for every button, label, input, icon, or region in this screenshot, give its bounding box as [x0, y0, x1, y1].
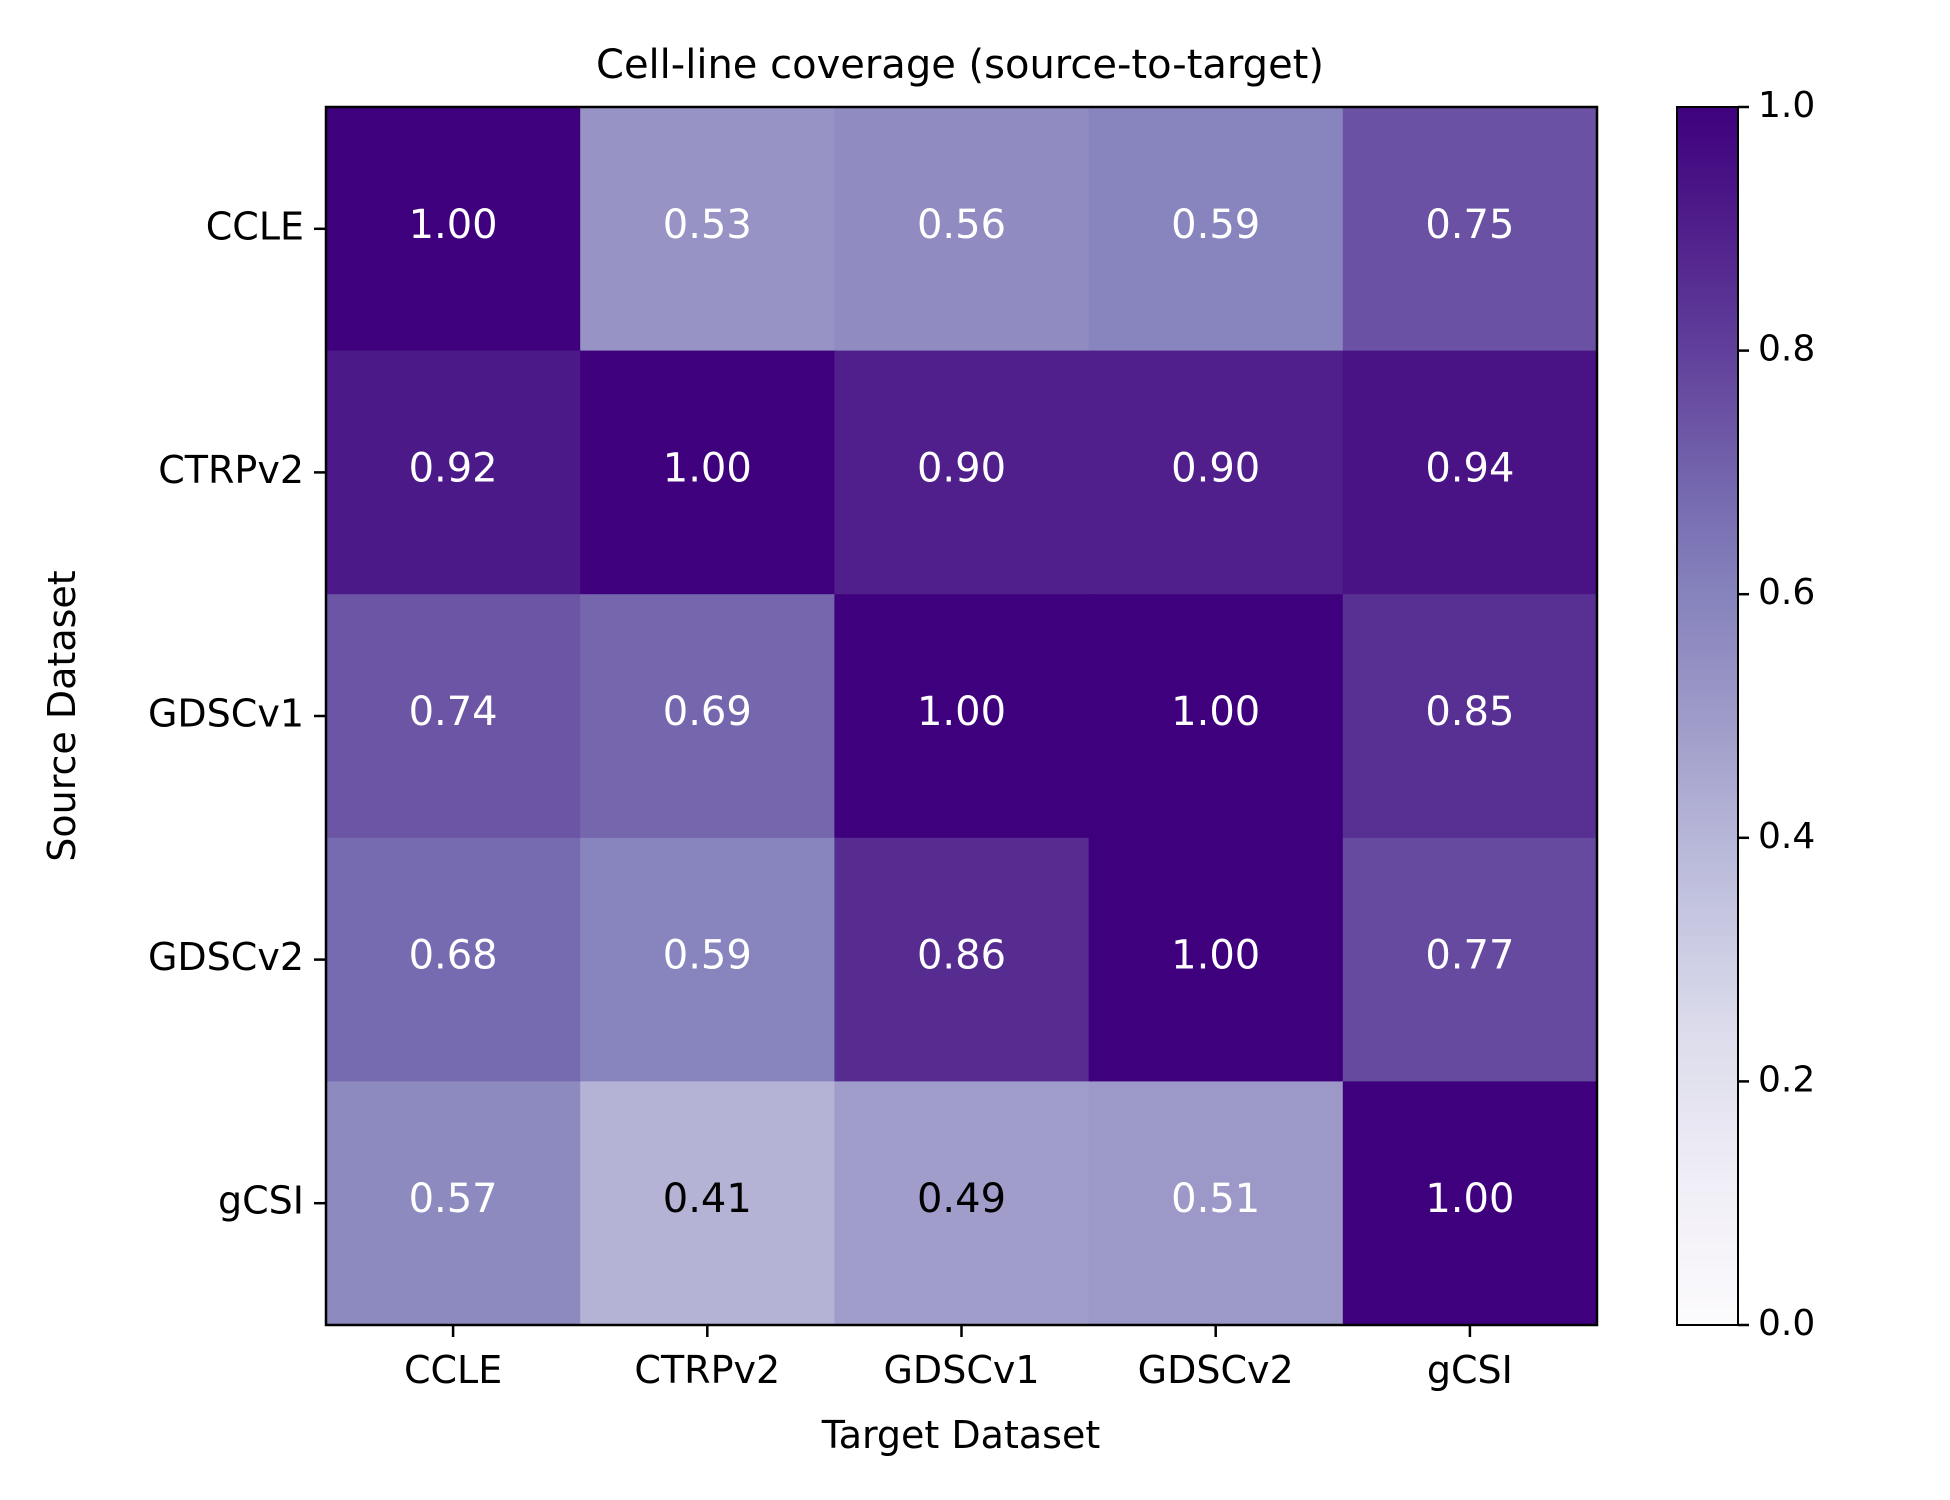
heatmap-cell: [1088, 1081, 1344, 1326]
heatmap-cell: [580, 107, 835, 352]
x-tick-label: GDSCv2: [1138, 1348, 1294, 1392]
cell-value-label: 0.68: [409, 933, 498, 979]
heatmap-cell: [1342, 1081, 1598, 1326]
cell-value-label: 0.59: [663, 933, 752, 979]
heatmap-cell: [326, 107, 581, 352]
cell-value-label: 0.56: [917, 202, 1006, 248]
cell-value-label: 1.00: [663, 445, 752, 491]
x-axis-ticks: CCLE CTRPv2 GDSCv1 GDSCv2 gCSI: [404, 1325, 1513, 1392]
cell-value-label: 0.69: [663, 689, 752, 735]
heatmap-cells: [326, 107, 1598, 1326]
y-tick-label: GDSCv2: [148, 935, 304, 979]
y-axis-ticks: CCLE CTRPv2 GDSCv1 GDSCv2 gCSI: [148, 204, 326, 1223]
colorbar-ticks: 0.0 0.2 0.4 0.6 0.8 1.0: [1738, 85, 1815, 1344]
heatmap-cell: [834, 837, 1090, 1082]
heatmap-cell: [326, 1081, 581, 1326]
chart-title: Cell-line coverage (source-to-target): [596, 42, 1324, 88]
x-tick-label: CTRPv2: [634, 1348, 780, 1392]
cell-value-label: 0.41: [663, 1176, 752, 1222]
heatmap-cell: [834, 107, 1090, 352]
cell-value-label: 0.77: [1425, 933, 1514, 979]
heatmap-cell: [580, 837, 835, 1082]
heatmap-cell: [834, 594, 1090, 839]
heatmap-cell: [1088, 107, 1344, 352]
x-tick-label: CCLE: [404, 1348, 502, 1392]
cell-value-label: 0.57: [409, 1176, 498, 1222]
heatmap-cell: [580, 1081, 835, 1326]
heatmap-cell: [580, 350, 835, 595]
heatmap-cell: [834, 1081, 1090, 1326]
colorbar-tick-label: 1.0: [1758, 85, 1815, 126]
colorbar-tick-label: 0.6: [1758, 572, 1815, 613]
cell-value-label: 0.74: [409, 689, 498, 735]
cell-value-label: 0.75: [1425, 202, 1514, 248]
y-axis-label: Source Dataset: [40, 570, 84, 861]
cell-value-label: 1.00: [1171, 689, 1260, 735]
cell-value-label: 0.59: [1171, 202, 1260, 248]
x-tick-label: GDSCv1: [883, 1348, 1039, 1392]
cell-value-label: 0.90: [1171, 445, 1260, 491]
cell-value-labels: 1.00 0.53 0.56 0.59 0.75 0.92 1.00 0.90 0.90 0.94…: [409, 202, 1515, 1222]
heatmap-cell: [1342, 594, 1598, 839]
cell-value-label: 1.00: [917, 689, 1006, 735]
cell-value-label: 0.85: [1425, 689, 1514, 735]
y-tick-label: gCSI: [218, 1179, 304, 1223]
cell-value-label: 1.00: [1171, 933, 1260, 979]
cell-value-label: 1.00: [409, 202, 498, 248]
heatmap-cell: [1088, 350, 1344, 595]
cell-value-label: 0.92: [409, 445, 498, 491]
heatmap-cell: [326, 837, 581, 1082]
y-tick-label: CTRPv2: [158, 448, 304, 492]
colorbar-tick-label: 0.2: [1758, 1059, 1815, 1100]
colorbar-tick-label: 0.8: [1758, 329, 1815, 370]
y-tick-label: CCLE: [206, 204, 304, 248]
colorbar-tick-label: 0.0: [1758, 1303, 1815, 1344]
colorbar-tick-label: 0.4: [1758, 816, 1815, 857]
cell-value-label: 0.86: [917, 933, 1006, 979]
cell-value-label: 1.00: [1425, 1176, 1514, 1222]
heatmap-cell: [1342, 350, 1598, 595]
cell-value-label: 0.90: [917, 445, 1006, 491]
heatmap-cell: [326, 350, 581, 595]
y-tick-label: GDSCv1: [148, 692, 304, 736]
x-tick-label: gCSI: [1427, 1348, 1513, 1392]
heatmap-cell: [834, 350, 1090, 595]
heatmap-cell: [326, 594, 581, 839]
x-axis-label: Target Dataset: [821, 1413, 1100, 1457]
heatmap-cell: [1088, 837, 1344, 1082]
heatmap-cell: [580, 594, 835, 839]
cell-value-label: 0.94: [1425, 445, 1514, 491]
heatmap-cell: [1342, 837, 1598, 1082]
cell-value-label: 0.49: [917, 1176, 1006, 1222]
heatmap-cell: [1088, 594, 1344, 839]
cell-value-label: 0.51: [1171, 1176, 1260, 1222]
colorbar: [1676, 106, 1739, 1326]
cell-value-label: 0.53: [663, 202, 752, 248]
heatmap-cell: [1342, 107, 1598, 352]
